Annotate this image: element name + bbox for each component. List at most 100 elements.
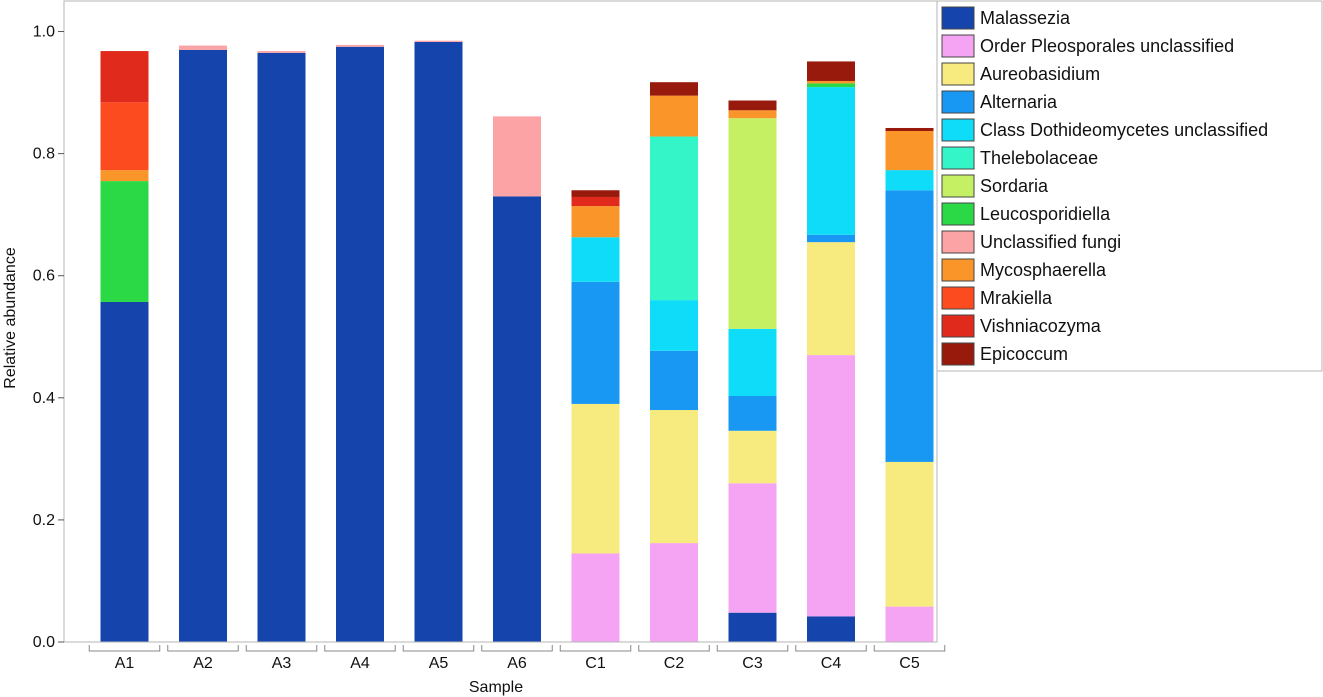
bar-segment-c1-1 [571, 553, 620, 642]
x-tick-bracket [716, 645, 789, 652]
bar-segment-c2-4 [650, 300, 698, 351]
x-tick-label-c2: C2 [664, 655, 685, 672]
legend-swatch [941, 258, 975, 282]
legend-label: Thelebolaceae [980, 148, 1098, 168]
bars-layer [100, 40, 934, 643]
x-tick-label-a6: A6 [507, 655, 527, 672]
bar-segment-c4-12 [807, 61, 855, 81]
x-tick-bracket [324, 645, 396, 652]
bar-segment-c5-1 [885, 606, 934, 642]
legend-swatch [941, 230, 975, 254]
bar-segment-c5-3 [885, 190, 934, 462]
y-tick-label: 0.0 [33, 634, 55, 651]
y-tick-label: 0.6 [33, 268, 55, 285]
x-tick-bracket [638, 645, 710, 652]
bar-segment-a3-8 [257, 51, 306, 53]
bar-segment-c2-12 [650, 82, 698, 96]
bar-segment-c5-12 [885, 127, 934, 132]
bar-segment-c5-2 [885, 461, 934, 607]
x-tick-label-a2: A2 [193, 655, 213, 672]
bar-segment-a5-8 [414, 40, 463, 42]
bar-segment-c3-6 [728, 118, 777, 329]
bar-segment-c5-4 [885, 170, 934, 191]
legend-label: Order Pleosporales unclassified [980, 36, 1234, 56]
bar-segment-c3-12 [728, 100, 777, 111]
legend-label: Epicoccum [980, 344, 1068, 364]
bar-segment-a2-8 [179, 45, 227, 50]
legend-swatch [941, 62, 975, 86]
legend-label: Leucosporidiella [980, 204, 1111, 224]
y-tick-label: 0.8 [33, 146, 55, 163]
x-tick-bracket [402, 645, 475, 652]
bar-segment-a3-0 [257, 52, 306, 642]
legend-swatch [941, 202, 975, 226]
x-tick-bracket [245, 645, 318, 652]
x-tick-bracket [873, 645, 946, 652]
x-axis-title: Sample [469, 679, 523, 696]
legend-swatch [941, 174, 975, 198]
bar-segment-a1-7 [100, 181, 149, 302]
bar-segment-c4-4 [807, 87, 855, 235]
bar-segment-a5-0 [414, 41, 463, 642]
bar-segment-c3-1 [728, 483, 777, 613]
x-tick-label-c5: C5 [899, 655, 920, 672]
legend-swatch [941, 146, 975, 170]
bar-segment-c4-1 [807, 355, 855, 617]
bar-segment-a4-8 [336, 44, 384, 47]
legend: Malassezia Order Pleosporales unclassifie… [936, 0, 1323, 372]
bar-segment-c4-9 [807, 80, 855, 84]
bar-segment-c1-12 [571, 190, 620, 197]
bar-segment-c2-1 [650, 543, 698, 642]
bar-segment-c4-7 [807, 83, 855, 88]
x-tick-label-c1: C1 [585, 655, 606, 672]
bar-segment-a2-0 [179, 49, 227, 642]
legend-swatch [941, 6, 975, 30]
bar-segment-c3-3 [728, 395, 777, 431]
bar-segment-c4-0 [807, 616, 855, 642]
bar-segment-c2-2 [650, 410, 698, 544]
x-tick-label-a3: A3 [272, 655, 292, 672]
legend-label: Alternaria [980, 92, 1058, 112]
bar-segment-c3-2 [728, 430, 777, 484]
legend-swatch [941, 286, 975, 310]
legend-box [936, 0, 1323, 372]
x-tick-label-c4: C4 [821, 655, 842, 672]
legend-swatch [941, 342, 975, 366]
bar-segment-a1-11 [100, 51, 149, 103]
bar-segment-c2-9 [650, 95, 698, 137]
bar-segment-c3-4 [728, 328, 777, 396]
bar-segment-c1-2 [571, 403, 620, 554]
bar-segment-c4-2 [807, 242, 855, 356]
legend-swatch [941, 118, 975, 142]
y-tick-label: 1.0 [33, 24, 55, 41]
legend-swatch [941, 90, 975, 114]
x-tick-bracket [481, 645, 553, 652]
x-tick-bracket [559, 645, 632, 652]
bar-segment-a1-0 [100, 301, 149, 642]
legend-label: Malassezia [980, 8, 1071, 28]
x-tick-bracket [167, 645, 239, 652]
x-tick-bracket [88, 645, 161, 652]
y-tick-label: 0.4 [33, 390, 55, 407]
y-axis-title: Relative abundance [2, 247, 19, 389]
bar-segment-c1-9 [571, 206, 620, 238]
legend-swatch [941, 314, 975, 338]
bar-segment-c1-4 [571, 237, 620, 282]
legend-label: Sordaria [980, 176, 1049, 196]
x-tick-label-c3: C3 [742, 655, 763, 672]
bar-segment-a1-10 [100, 102, 149, 171]
bar-segment-c1-11 [571, 196, 620, 207]
bar-segment-a1-9 [100, 170, 149, 182]
legend-label: Mrakiella [980, 288, 1053, 308]
bar-segment-a6-0 [493, 196, 541, 642]
bar-segment-c3-0 [728, 612, 777, 642]
x-tick-label-a1: A1 [115, 655, 135, 672]
bar-segment-a6-8 [493, 116, 541, 197]
x-tick-bracket [795, 645, 867, 652]
bar-segment-c4-3 [807, 234, 855, 243]
x-tick-label-a5: A5 [429, 655, 449, 672]
bar-segment-c1-3 [571, 281, 620, 404]
bar-segment-a4-0 [336, 46, 384, 643]
legend-label: Class Dothideomycetes unclassified [980, 120, 1268, 140]
